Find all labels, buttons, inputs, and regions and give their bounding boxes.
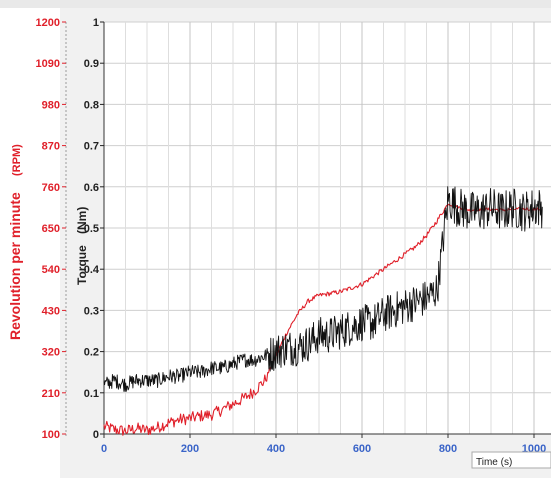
torque-tick-label: 0 xyxy=(93,429,99,441)
torque-tick-label: 0.5 xyxy=(84,223,99,235)
axes xyxy=(65,22,551,438)
rpm-tick-label: 760 xyxy=(42,182,60,194)
rpm-tick-label: 100 xyxy=(42,429,60,441)
series xyxy=(103,186,543,436)
torque-series-line xyxy=(103,186,543,392)
x-tick-label: 0 xyxy=(101,443,107,455)
torque-tick-label: 0.3 xyxy=(84,305,99,317)
rpm-axis-title: Revolution per minute xyxy=(7,192,23,340)
rpm-series-line xyxy=(103,203,543,436)
rpm-tick-label: 980 xyxy=(42,99,60,111)
torque-axis-title: Torque xyxy=(75,245,89,285)
torque-axis: 1 0.9 0.8 0.7 0.6 0.5 0.4 0.3 0.2 0.1 0 xyxy=(84,17,104,441)
torque-tick-label: 0.4 xyxy=(84,264,100,276)
rpm-tick-label: 320 xyxy=(42,347,60,359)
torque-tick-label: 0.9 xyxy=(84,58,99,70)
rpm-axis-unit: (RPM) xyxy=(11,144,23,176)
rpm-tick-label: 540 xyxy=(42,264,60,276)
torque-tick-label: 1 xyxy=(93,17,99,29)
torque-tick-label: 0.2 xyxy=(84,347,99,359)
x-axis-title-box xyxy=(471,451,551,469)
rpm-tick-label: 870 xyxy=(42,141,60,153)
rpm-tick-label: 1090 xyxy=(36,58,60,70)
torque-tick-label: 0.7 xyxy=(84,141,99,153)
rpm-axis: 1200 1090 980 870 760 650 540 430 320 210 100 xyxy=(36,17,66,441)
torque-tick-label: 0.8 xyxy=(84,99,99,111)
x-axis: 0 200 400 600 800 1000 xyxy=(101,434,546,455)
torque-axis-unit: (Nm) xyxy=(75,207,89,234)
rpm-tick-label: 210 xyxy=(42,388,60,400)
x-tick-label: 400 xyxy=(267,443,285,455)
torque-tick-label: 0.1 xyxy=(84,388,99,400)
rpm-tick-label: 650 xyxy=(42,223,60,235)
rpm-tick-label: 430 xyxy=(42,305,60,317)
grid xyxy=(103,21,551,435)
x-tick-label: 200 xyxy=(181,443,199,455)
x-tick-label: 800 xyxy=(439,443,457,455)
rpm-tick-label: 1200 xyxy=(36,17,60,29)
torque-tick-label: 0.6 xyxy=(84,182,99,194)
x-axis-title: Time (s) xyxy=(476,457,512,468)
top-band xyxy=(0,0,551,8)
x-tick-label: 600 xyxy=(353,443,371,455)
